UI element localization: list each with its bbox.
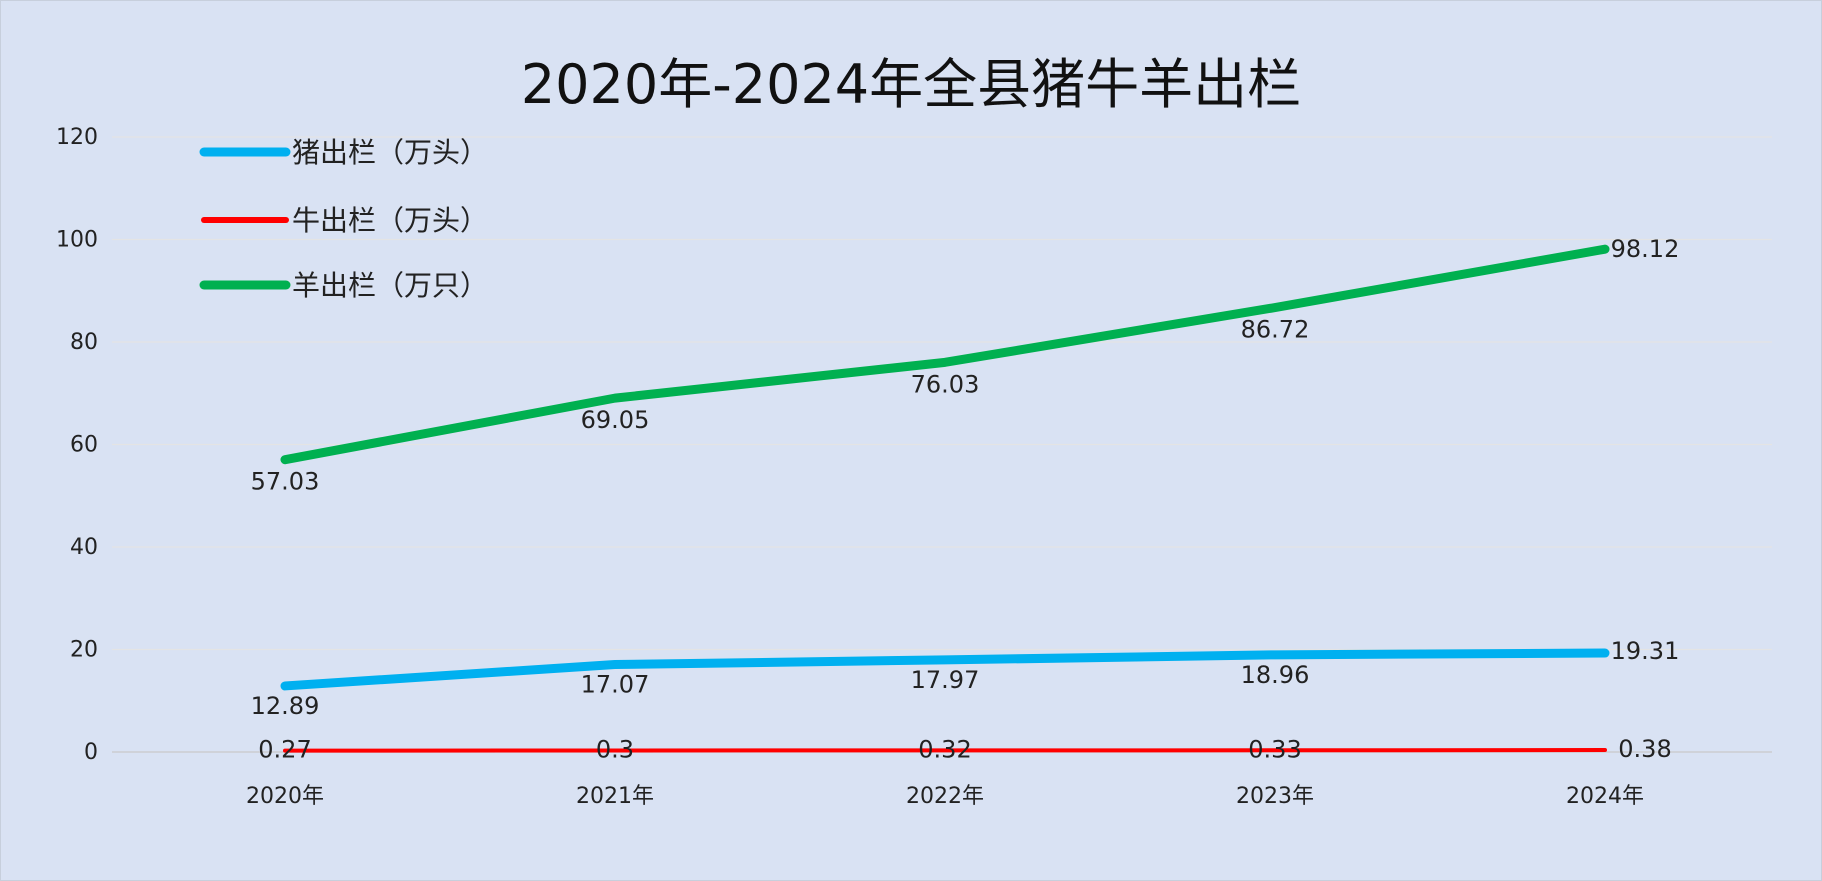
data-point [284,459,286,461]
data-label: 17.97 [911,666,980,694]
legend-label: 羊出栏（万只） [292,269,488,302]
data-label: 0.33 [1248,735,1301,763]
data-label: 76.03 [911,370,980,398]
x-tick-label: 2020年 [246,784,324,809]
x-tick-label: 2022年 [906,784,984,809]
data-point [1604,248,1606,250]
x-tick-label: 2023年 [1236,784,1314,809]
y-tick-label: 20 [70,638,98,663]
data-point [284,685,286,687]
data-point [944,659,946,661]
data-point [1274,749,1276,751]
data-point [1604,652,1606,654]
data-label: 17.07 [581,671,650,699]
data-label: 57.03 [251,468,320,496]
data-label: 69.05 [581,406,650,434]
data-point [614,749,616,751]
data-label: 0.38 [1618,735,1671,763]
data-point [284,750,286,752]
y-tick-label: 120 [56,125,98,150]
x-tick-label: 2021年 [576,784,654,809]
y-tick-label: 80 [70,330,98,355]
data-point [614,397,616,399]
data-label: 86.72 [1241,316,1310,344]
data-label: 0.32 [918,735,971,763]
data-label: 0.3 [596,735,634,763]
chart-title: 2020年-2024年全县猪牛羊出栏 [520,53,1302,116]
data-point [944,749,946,751]
x-tick-label: 2024年 [1566,784,1644,809]
legend-label: 牛出栏（万头） [292,204,488,237]
data-point [1604,749,1606,751]
data-point [944,361,946,363]
y-tick-label: 40 [70,535,98,560]
y-tick-label: 60 [70,433,98,458]
y-tick-label: 100 [56,228,98,253]
legend-label: 猪出栏（万头） [292,136,488,169]
y-tick-label: 0 [84,740,98,765]
data-point [1274,307,1276,309]
data-label: 18.96 [1241,661,1310,689]
data-label: 0.27 [258,736,311,764]
data-point [1274,654,1276,656]
data-label: 19.31 [1611,637,1680,665]
data-point [614,664,616,666]
data-label: 12.89 [251,692,320,720]
data-label: 98.12 [1611,235,1680,263]
